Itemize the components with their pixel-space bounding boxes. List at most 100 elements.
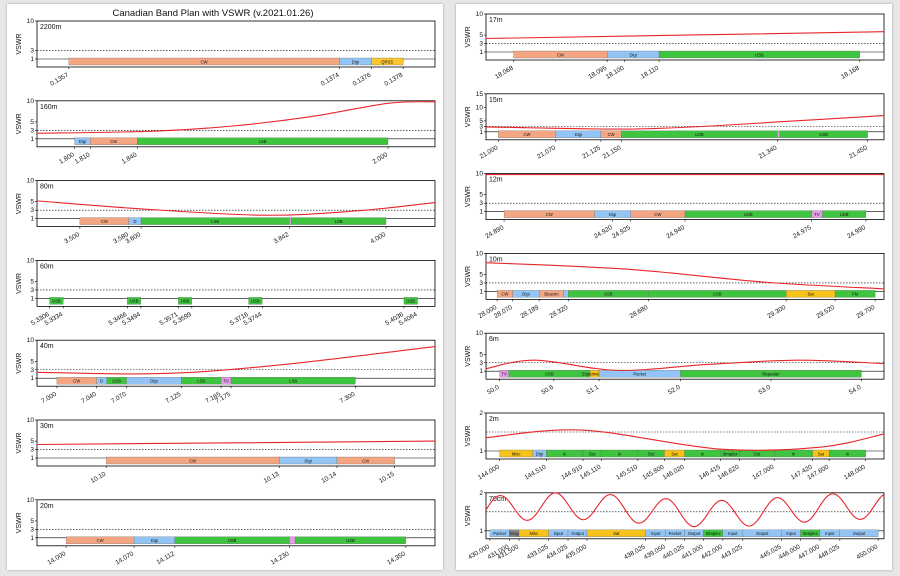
segment-label: Digi: [609, 212, 616, 217]
segment-label: Simplex: [803, 531, 819, 536]
x-tick-label: 24.975: [792, 224, 813, 240]
band-name: 60m: [40, 263, 54, 270]
x-tick-label: 18.100: [605, 64, 626, 80]
segment-label: In: [563, 451, 567, 456]
segment-label: Misc: [530, 531, 539, 536]
x-tick-label: 54.0: [848, 384, 863, 397]
segment-label: In: [846, 451, 850, 456]
band-panel-30m: 30m VSWR 13 5 10 CW Digi CW 10.10 10.13 10.14 10.15: [16, 417, 436, 485]
band-name: 2m: [489, 416, 499, 423]
y-tick-label: 3: [479, 360, 483, 367]
x-tick-label: 24.925: [611, 224, 632, 240]
x-tick-label: 4.000: [369, 231, 387, 245]
y-axis-label: VSWR: [465, 505, 472, 526]
x-tick-label: 14.070: [114, 550, 135, 566]
plot-frame: [36, 20, 436, 68]
y-tick-label: 5: [30, 518, 34, 525]
plot-frame: [485, 252, 885, 300]
x-tick-label: 29.520: [815, 304, 836, 320]
x-tick-label: 448.025: [817, 543, 841, 561]
segment-tv: [289, 217, 292, 225]
segment-label: In: [792, 451, 796, 456]
segment-label: USB: [228, 538, 237, 543]
band-panel-15m: 15m VSWR 135 10 15 CW Digi CW USB USB 21.000 21.070…: [465, 91, 885, 160]
segment-label: CW: [97, 538, 104, 543]
segment-usb: [49, 297, 64, 305]
band-name: 17m: [489, 17, 503, 24]
segment-label: CW: [189, 458, 196, 463]
x-tick-label: 14.112: [156, 550, 177, 566]
y-tick-label: 1: [479, 288, 483, 295]
x-tick-label: 14.350: [386, 550, 407, 566]
x-tick-label: 29.700: [855, 304, 876, 320]
y-tick-label: 1: [30, 455, 34, 462]
plot-frame: [485, 332, 885, 380]
plot-frame: [36, 100, 436, 148]
y-axis-label: VSWR: [465, 266, 472, 287]
y-tick-label: 1: [30, 136, 34, 143]
vswr-curve: [36, 101, 436, 134]
segment-tv: [289, 536, 296, 544]
segment-label: Input: [651, 531, 661, 536]
vswr-curve: [485, 359, 885, 371]
x-tick-label: 52.0: [667, 384, 682, 397]
x-tick-label: 28.189: [519, 304, 540, 320]
x-tick-label: 21.150: [602, 144, 623, 160]
x-tick-label: 50.6: [540, 384, 555, 397]
y-axis-label: VSWR: [465, 27, 472, 48]
band-panel-20m: 20m VSWR 1 35 10 CW Digi USB USB 14.000 14.070 14.1…: [16, 497, 436, 566]
segment-label: USB: [755, 52, 764, 57]
segment-label: Packet: [669, 531, 683, 536]
segment-label: LSB: [289, 379, 297, 384]
x-tick-label: 51.1: [586, 384, 601, 397]
segment-label: QRSS: [381, 59, 393, 64]
x-tick-label: 7.070: [110, 391, 128, 405]
plot-frame: [485, 412, 885, 460]
segment-label: USB: [545, 372, 554, 377]
x-tick-label: 10.10: [90, 470, 108, 484]
segment-label: CW: [501, 292, 508, 297]
segment-label: Beacon: [544, 292, 559, 297]
segment-label: In: [701, 451, 705, 456]
segment-usb: [248, 297, 263, 305]
y-tick-label: 3: [30, 447, 34, 454]
y-tick-label: 10: [27, 257, 35, 264]
x-tick-label: 435.000: [564, 543, 588, 561]
vswr-curve: [485, 492, 885, 528]
segment-label: Output: [756, 531, 769, 536]
x-tick-label: 146.020: [662, 463, 686, 481]
plot-frame: [485, 13, 885, 61]
plot-frame: [36, 499, 436, 547]
y-axis-label: VSWR: [465, 346, 472, 367]
plot-frame: [485, 93, 885, 141]
band-panel-2m: 2m VSWR 1 2 Misc Digi In Out In Out Sat In Simplex Ou…: [465, 410, 885, 481]
plot-frame: [36, 180, 436, 228]
band-name: 30m: [40, 423, 54, 430]
x-tick-label: 3.842: [273, 231, 291, 245]
x-tick-label: 21.125: [581, 144, 602, 160]
segment-label: CW: [201, 59, 208, 64]
x-tick-label: 438.025: [623, 543, 647, 561]
segment-label: Digi: [304, 458, 311, 463]
segment-label: LSB: [211, 219, 219, 224]
x-tick-label: 18.168: [840, 64, 861, 80]
chart-title: Canadian Band Plan with VSWR (v.2021.01.…: [112, 8, 313, 19]
segment-label: Digi: [629, 52, 636, 57]
segment-label: Digi: [150, 379, 157, 384]
x-tick-label: 14.000: [46, 550, 67, 566]
band-name: 15m: [489, 97, 503, 104]
segment-label: TV: [814, 212, 820, 217]
x-tick-label: 7.040: [80, 391, 98, 405]
vswr-curve: [36, 200, 436, 216]
y-axis-label: VSWR: [465, 426, 472, 447]
y-axis-label: VSWR: [16, 113, 23, 134]
segment-label: Packet: [493, 531, 507, 536]
y-tick-label: 3: [30, 48, 34, 55]
segment-label: LSB: [259, 139, 267, 144]
segment-label: Digi: [352, 59, 359, 64]
segment-label: D: [100, 379, 103, 384]
segment-label: Output: [853, 531, 866, 536]
y-tick-label: 3: [30, 526, 34, 533]
